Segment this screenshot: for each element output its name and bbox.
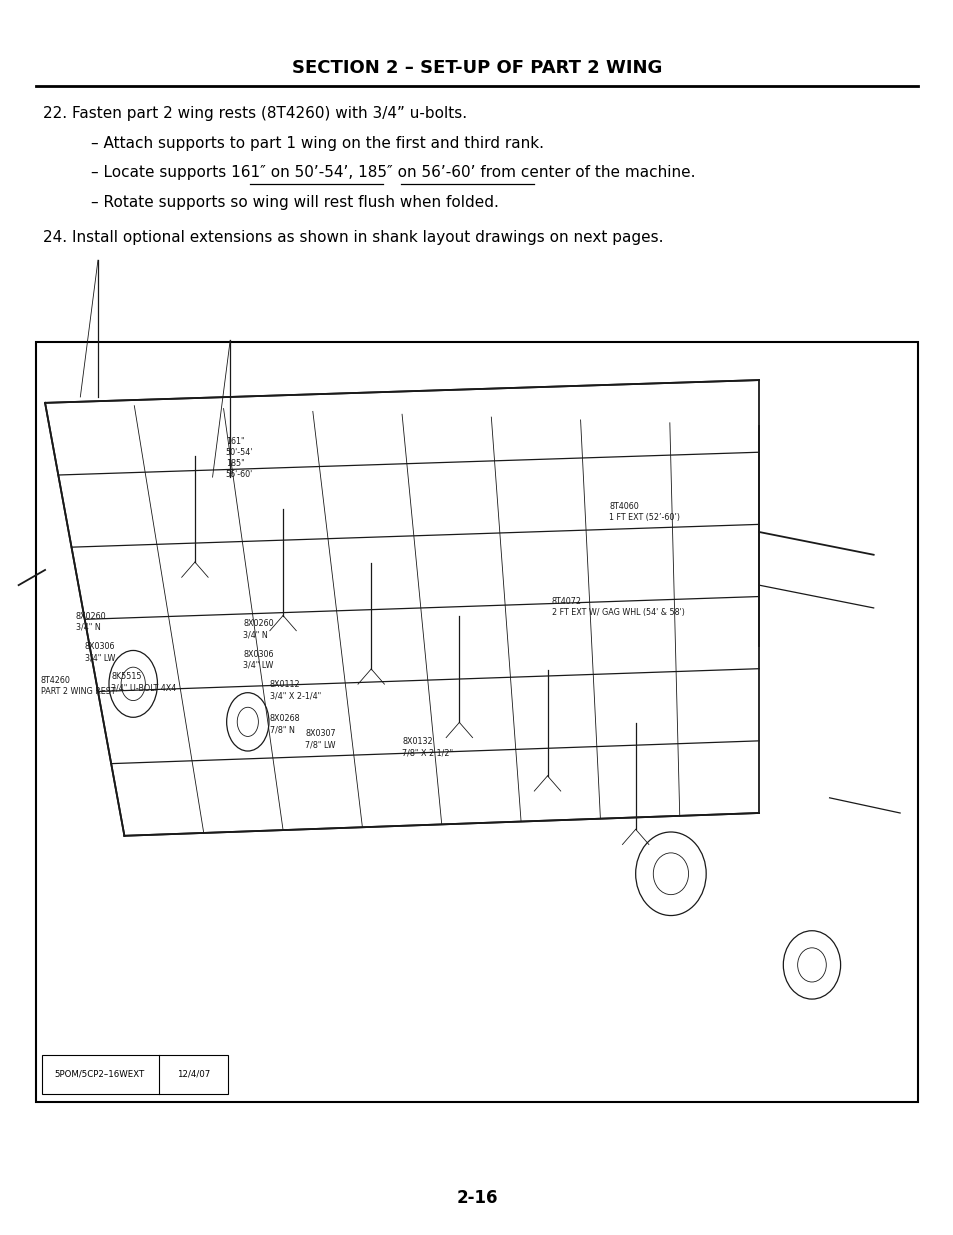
Text: – Locate supports 161″ on 50’-54’, 185″ on 56’-60’ from center of the machine.: – Locate supports 161″ on 50’-54’, 185″ …: [91, 165, 695, 180]
Text: 5POM/5CP2–16WEXT: 5POM/5CP2–16WEXT: [54, 1070, 145, 1079]
Text: 8T4260
PART 2 WING REST: 8T4260 PART 2 WING REST: [41, 677, 115, 697]
Text: 8X0268
7/8" N: 8X0268 7/8" N: [270, 714, 300, 735]
Text: 22. Fasten part 2 wing rests (8T4260) with 3/4” u-bolts.: 22. Fasten part 2 wing rests (8T4260) wi…: [43, 106, 467, 121]
Text: 8X0306
3/4" LW: 8X0306 3/4" LW: [243, 650, 274, 669]
Text: 8T4072
2 FT EXT W/ GAG WHL (54' & 58'): 8T4072 2 FT EXT W/ GAG WHL (54' & 58'): [552, 597, 684, 616]
Text: 8X0132
7/8" X 2 1/2": 8X0132 7/8" X 2 1/2": [401, 737, 453, 757]
Text: – Attach supports to part 1 wing on the first and third rank.: – Attach supports to part 1 wing on the …: [91, 136, 543, 151]
Text: 2-16: 2-16: [456, 1189, 497, 1207]
Text: 24. Install optional extensions as shown in shank layout drawings on next pages.: 24. Install optional extensions as shown…: [43, 230, 662, 245]
Text: 8T4060
1 FT EXT (52’-60’): 8T4060 1 FT EXT (52’-60’): [609, 501, 679, 521]
Text: 161"
50'-54'
185"
56'-60': 161" 50'-54' 185" 56'-60': [226, 437, 253, 479]
Text: 12/4/07: 12/4/07: [176, 1070, 210, 1079]
Text: – Rotate supports so wing will rest flush when folded.: – Rotate supports so wing will rest flus…: [91, 195, 498, 210]
Text: 8X0260
3/4" N: 8X0260 3/4" N: [76, 611, 107, 632]
Text: 8X0260
3/4" N: 8X0260 3/4" N: [243, 619, 274, 640]
Bar: [36, 342, 917, 1102]
Text: 8K5515
3/4" U-BOLT 4X4: 8K5515 3/4" U-BOLT 4X4: [112, 673, 176, 693]
Text: 8X0112
3/4" X 2-1/4": 8X0112 3/4" X 2-1/4": [270, 680, 321, 700]
Text: 8X0306
3/4" LW: 8X0306 3/4" LW: [85, 642, 115, 662]
Text: 8X0307
7/8" LW: 8X0307 7/8" LW: [305, 730, 335, 750]
Bar: [42, 1055, 228, 1094]
Text: SECTION 2 – SET-UP OF PART 2 WING: SECTION 2 – SET-UP OF PART 2 WING: [292, 59, 661, 77]
